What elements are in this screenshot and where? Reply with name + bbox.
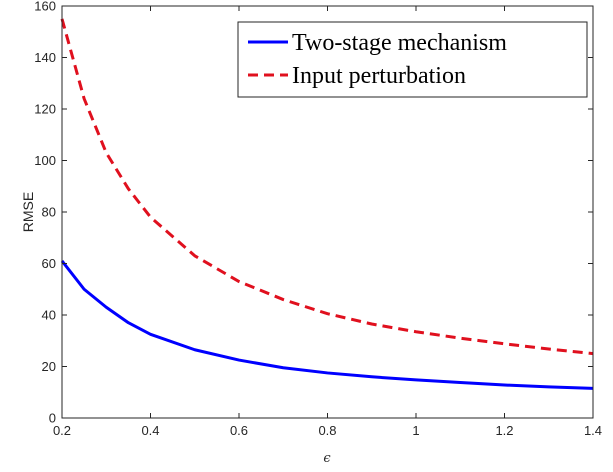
- legend-label-two-stage-mechanism: Two-stage mechanism: [292, 30, 507, 56]
- legend-box: [237, 21, 588, 98]
- y-tick-label: 60: [42, 256, 56, 271]
- x-tick-label: 0.4: [141, 423, 159, 438]
- series-line-two-stage-mechanism: [60, 260, 594, 390]
- y-tick-label: 0: [49, 411, 56, 426]
- y-tick-label: 140: [34, 50, 56, 65]
- y-tick-label: 80: [42, 205, 56, 220]
- y-tick-label: 120: [34, 102, 56, 117]
- y-axis-label: RMSE: [20, 192, 36, 232]
- x-tick-label: 0.2: [53, 423, 71, 438]
- legend: Two-stage mechanism Input perturbation: [237, 21, 588, 98]
- x-tick-label: 1.4: [584, 423, 602, 438]
- y-tick-label: 100: [34, 153, 56, 168]
- x-tick-label: 0.6: [230, 423, 248, 438]
- series-line-input-perturbation: [60, 18, 594, 356]
- legend-label-input-perturbation: Input perturbation: [292, 63, 466, 89]
- y-tick-label: 20: [42, 359, 56, 374]
- y-tick-label: 40: [42, 308, 56, 323]
- series-layer: [60, 18, 594, 390]
- x-axis-label: ϵ: [323, 451, 331, 466]
- x-tick-label: 1: [412, 423, 419, 438]
- x-tick-label: 1.2: [495, 423, 513, 438]
- x-tick-label: 0.8: [318, 423, 336, 438]
- axes-layer: 0.2 0.4 0.6 0.8 1 1.2 1.4 0 20 40 60 80 100 120 140 160: [34, 0, 602, 438]
- y-tick-label: 160: [34, 0, 56, 14]
